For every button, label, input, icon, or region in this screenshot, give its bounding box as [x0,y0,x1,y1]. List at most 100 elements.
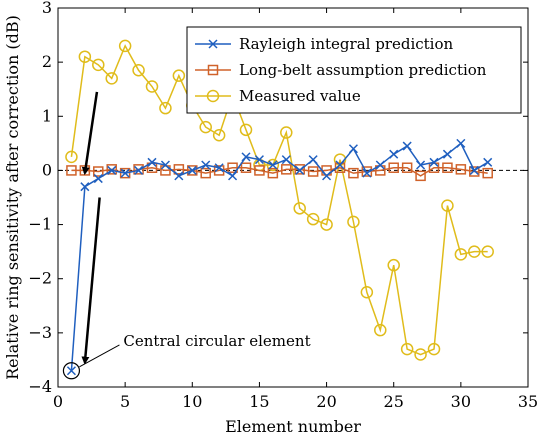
data-point [347,215,360,229]
data-point [187,165,197,175]
data-point [441,199,454,212]
data-point [201,160,211,170]
data-point [80,182,90,192]
data-point [172,69,186,82]
data-point [240,162,252,173]
data-point [118,39,132,53]
marker-stroke [389,149,399,159]
data-point [454,248,468,261]
marker-stroke [147,157,157,167]
data-point [308,155,318,165]
data-point [374,323,387,337]
marker-stroke [442,149,452,159]
data-point [375,160,385,170]
y-tick-label: −4 [28,377,52,396]
data-point [93,166,104,177]
data-point [306,212,320,226]
marker-stroke [416,160,426,170]
marker-stroke [66,366,76,376]
data-point [429,157,439,167]
data-point [442,149,452,159]
data-point [132,64,145,77]
data-point [389,149,399,159]
data-point [280,126,293,139]
data-point [295,165,305,175]
data-point [281,164,292,175]
data-point [293,202,306,215]
data-point [92,58,105,72]
data-point [241,152,251,162]
data-point [320,218,333,231]
data-point [106,164,117,175]
legend-entry: Long-belt assumption prediction [195,61,487,79]
data-point [400,342,414,356]
data-point [388,162,399,173]
data-point [147,157,157,167]
data-point [134,165,144,175]
annotation-label: Central circular element [123,332,310,350]
legend-marker [208,39,218,49]
data-point [294,164,305,175]
marker-stroke [208,39,218,49]
data-point [456,138,466,148]
data-point [159,101,172,115]
series-x [66,138,493,376]
data-point [212,128,226,142]
data-point [361,166,373,177]
x-tick-label: 20 [316,392,336,411]
x-tick-label: 10 [182,392,202,411]
marker-stroke [93,174,103,184]
marker-stroke [322,171,332,181]
data-point [483,157,493,167]
data-point [107,165,117,175]
y-axis-label: Relative ring sensitivity after correcti… [3,15,22,380]
y-tick-label: 3 [42,0,52,17]
data-point [228,171,238,181]
marker-stroke [174,171,184,181]
marker-stroke [160,160,170,170]
marker-stroke [348,144,358,154]
marker-stroke [134,165,144,175]
marker-stroke [375,160,385,170]
data-point [120,168,130,178]
marker-stroke [362,168,372,178]
annotation-layer: Central circular element [62,91,311,380]
annotation-arrow [81,197,101,365]
data-point [415,170,426,182]
data-point [66,366,76,376]
legend-marker [207,64,219,76]
data-point [268,160,278,170]
data-point [468,245,481,258]
y-tick-label: −1 [28,215,52,234]
data-point [414,348,427,361]
data-point [160,160,170,170]
series-line [70,44,488,356]
legend: Rayleigh integral prediction Long-belt as… [186,26,522,114]
marker-stroke [228,171,238,181]
legend-label: Rayleigh integral prediction [239,35,454,53]
data-point [78,50,92,63]
marker-stroke [120,168,130,178]
data-point [187,165,198,176]
data-point [65,150,78,164]
legend-label: Long-belt assumption prediction [239,61,487,79]
marker-stroke [429,157,439,167]
marker-stroke [107,165,117,175]
x-tick-label: 5 [120,392,130,411]
data-point [281,155,291,165]
data-point [482,167,493,179]
data-point [348,167,359,179]
data-point [469,166,480,177]
x-tick-label: 15 [249,392,269,411]
data-point [362,168,372,178]
highlight-circle [62,362,81,380]
marker-stroke [187,165,197,175]
data-point [267,167,279,179]
marker-stroke [254,155,264,165]
series-layer [65,39,494,376]
data-point [335,160,345,170]
annotation-leader-line [79,344,120,368]
marker-stroke [241,152,251,162]
y-tick-label: −2 [28,269,52,288]
